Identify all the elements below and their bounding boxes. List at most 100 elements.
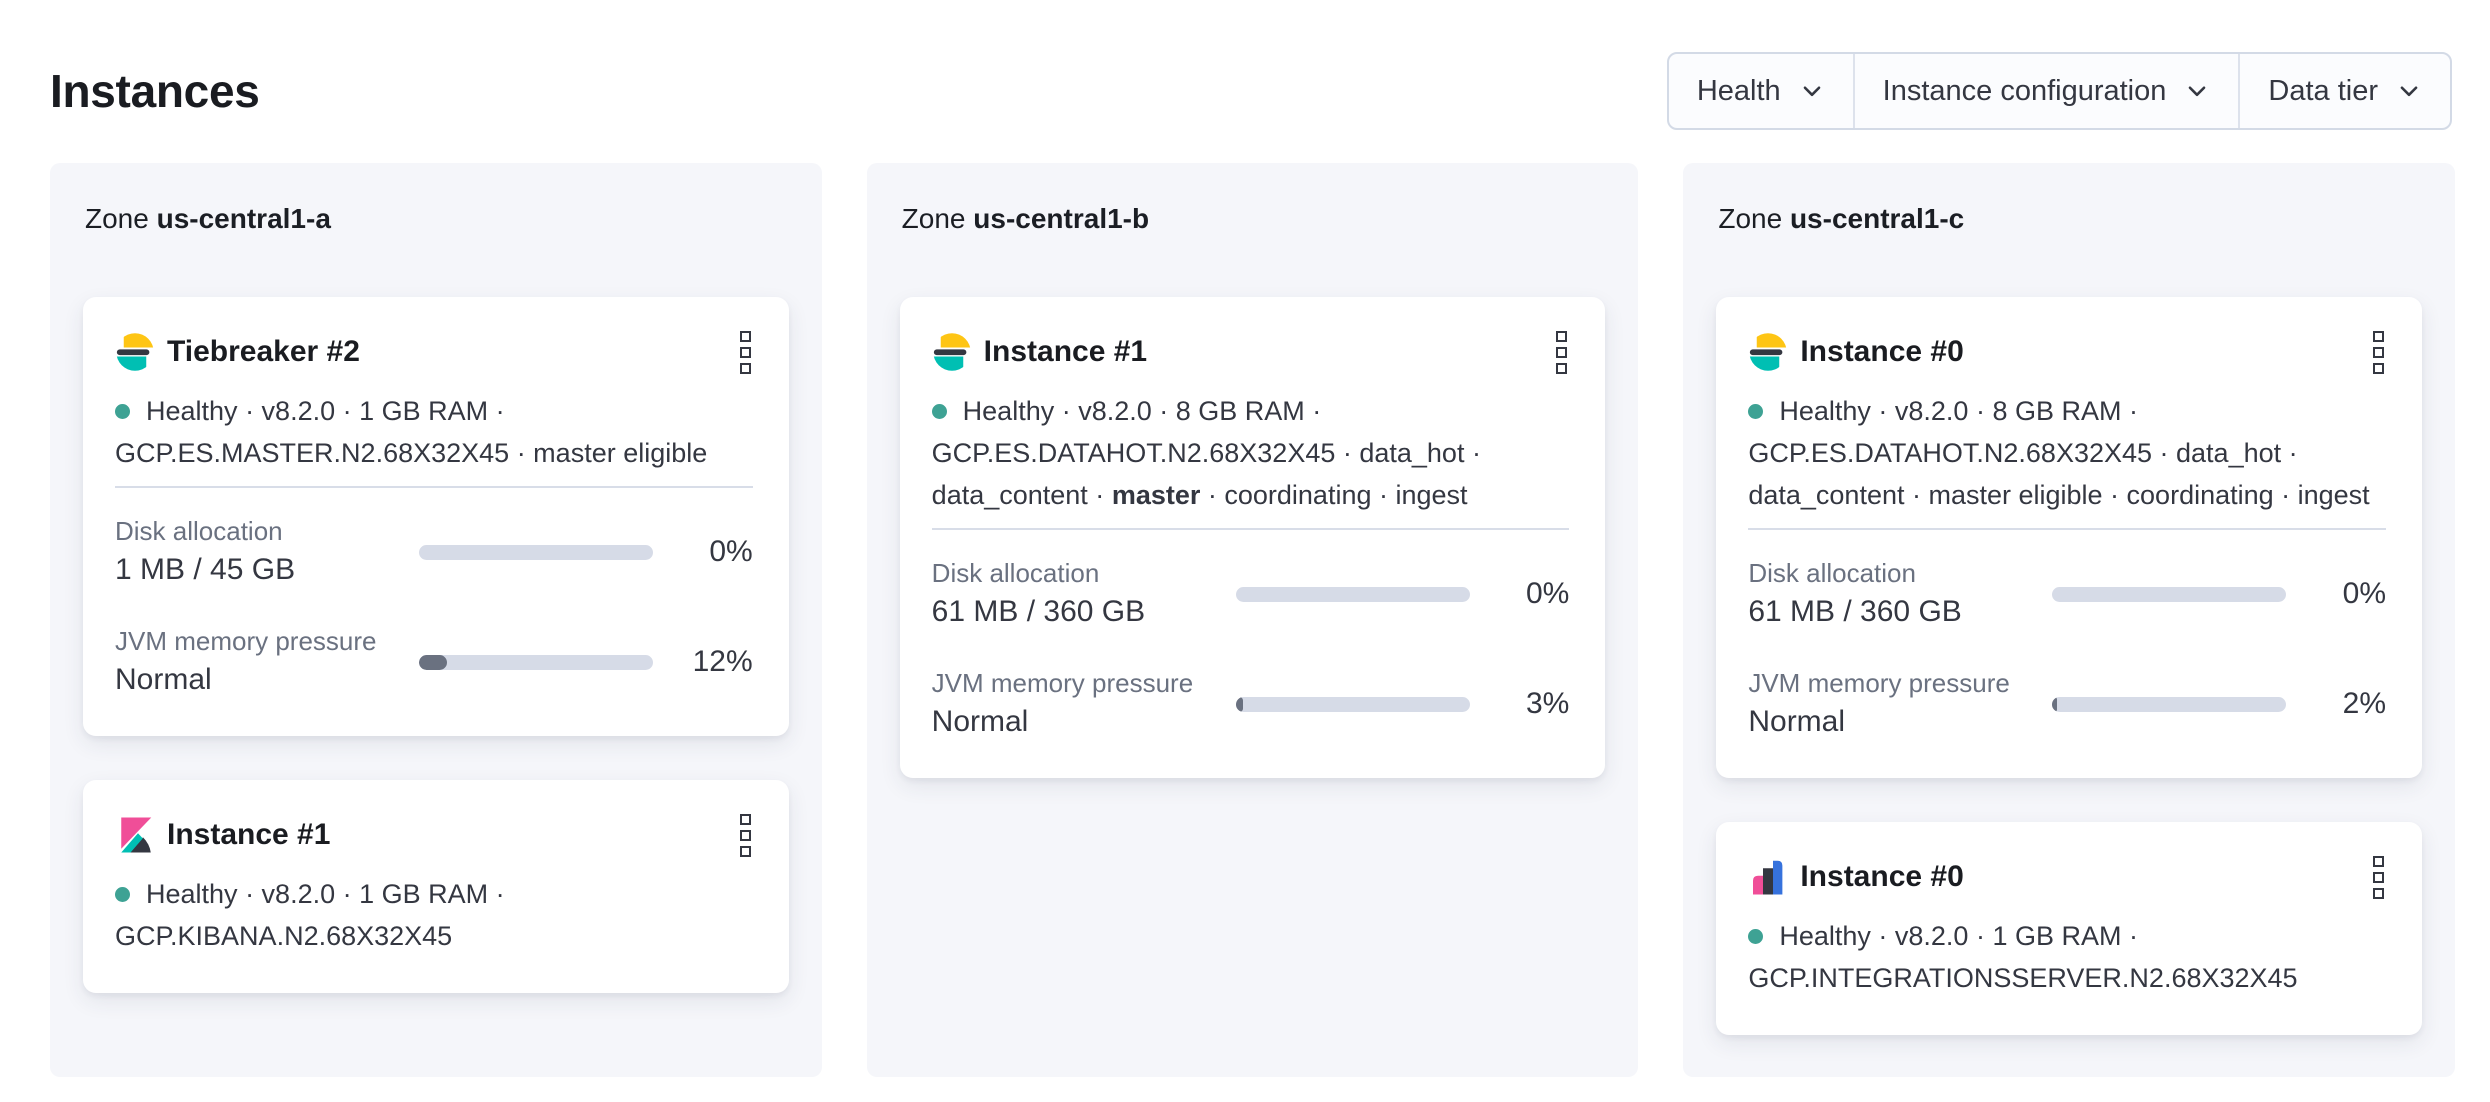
filter-instance-configuration-button[interactable]: Instance configuration [1852,54,2239,128]
instance-title: Instance #1 [167,817,331,851]
disk-allocation-row: Disk allocation 61 MB / 360 GB 0% [1748,556,2386,632]
metrics: Disk allocation 61 MB / 360 GB 0% JVM me… [1748,556,2386,742]
disk-allocation-row: Disk allocation 61 MB / 360 GB 0% [932,556,1570,632]
elasticsearch-logo-icon [116,332,154,371]
meta-configuration: GCP.ES.DATAHOT.N2.68X32X45 · data_hot · [931,438,1481,468]
health-status-text: Healthy [146,879,238,909]
jvm-memory-label: JVM memory pressure [931,668,1194,698]
kebab-menu-button[interactable] [2371,854,2386,901]
health-status-icon [1748,403,1764,419]
meta-configuration: GCP.INTEGRATIONSSERVER.N2.68X32X45 [1748,963,2298,993]
meta-version-ram: · v8.2.0 · 1 GB RAM · [245,396,505,426]
metrics: Disk allocation 61 MB / 360 GB 0% JVM me… [932,556,1570,742]
filter-group: Health Instance configuration Data tier [1666,52,2452,130]
card-header: Instance #0 [1748,852,2386,901]
jvm-memory-value: Normal [115,663,212,696]
instance-meta: Healthy · v8.2.0 · 8 GB RAM · GCP.ES.DAT… [1748,390,2386,516]
instance-card-kibana-1: Instance #1 Healthy · v8.2.0 · 1 GB RAM … [83,780,789,993]
jvm-memory-label: JVM memory pressure [1748,668,2010,698]
instance-meta: Healthy · v8.2.0 · 1 GB RAM · GCP.INTEGR… [1748,915,2386,999]
filter-data-tier-button[interactable]: Data tier [2238,54,2450,128]
meta-roles: data_content · master eligible · coordin… [1748,480,2370,510]
zone-label: Zone us-central1-a [85,201,789,237]
disk-progress-bar [2052,586,2287,602]
card-header: Tiebreaker #2 [115,327,753,376]
card-divider [115,486,753,488]
disk-allocation-row: Disk allocation 1 MB / 45 GB 0% [115,514,753,590]
health-status-icon [115,403,130,419]
disk-progress-bar [419,544,653,560]
zone-label-prefix: Zone [901,203,966,234]
kibana-logo-icon [121,817,152,852]
health-status-icon [1748,928,1764,944]
zone-label-prefix: Zone [1718,203,1783,234]
jvm-memory-row: JVM memory pressure Normal 3% [932,666,1570,742]
instance-meta: Healthy · v8.2.0 · 1 GB RAM · GCP.KIBANA… [115,873,753,957]
zone-name: us-central1-a [156,203,331,234]
zone-label-prefix: Zone [85,203,149,234]
health-status-icon [931,403,947,419]
instance-title: Tiebreaker #2 [167,334,360,368]
card-header: Instance #0 [1748,327,2386,376]
meta-version-ram: · v8.2.0 · 1 GB RAM · [1878,921,2138,951]
chevron-down-icon [2400,86,2418,97]
disk-allocation-value: 1 MB / 45 GB [115,553,296,586]
meta-roles: data_content · master · coordinating · i… [931,480,1468,510]
card-header: Instance #1 [932,327,1570,376]
filter-health-button[interactable]: Health [1669,54,1853,128]
kebab-menu-button[interactable] [1554,329,1569,376]
jvm-memory-label: JVM memory pressure [115,626,377,656]
disk-progress-bar [1235,586,1470,602]
jvm-progress-fill [419,654,448,670]
disk-percent: 0% [2342,577,2387,610]
zone-panel-us-central1-b: Zone us-central1-b Instance #1 [866,163,1639,1077]
chevron-down-icon [2189,86,2206,97]
page-title: Instances [50,65,260,117]
instance-card-integrations-0: Instance #0 Healthy · v8.2.0 · 1 GB RAM … [1716,822,2423,1035]
zone-label: Zone us-central1-c [1718,201,2422,237]
jvm-memory-value: Normal [1748,705,1846,738]
elasticsearch-logo-icon [932,332,971,371]
instance-card-tiebreaker-2: Tiebreaker #2 Healthy · v8.2.0 · 1 GB RA… [83,297,789,736]
instance-title: Instance #0 [1800,859,1964,893]
disk-allocation-label: Disk allocation [931,558,1100,588]
integrations-server-logo-icon [1753,860,1783,894]
disk-allocation-label: Disk allocation [115,516,283,546]
jvm-percent: 3% [1525,687,1570,720]
filter-health-label: Health [1696,74,1781,107]
chevron-down-icon [1803,86,1820,97]
health-status-text: Healthy [1779,921,1871,951]
jvm-progress-fill [1235,696,1243,712]
instance-meta: Healthy · v8.2.0 · 8 GB RAM · GCP.ES.DAT… [931,390,1570,516]
meta-version-ram: · v8.2.0 · 8 GB RAM · [1878,396,2138,426]
metrics: Disk allocation 1 MB / 45 GB 0% JVM memo… [115,514,753,700]
zone-label: Zone us-central1-b [902,201,1606,237]
jvm-percent: 2% [2342,687,2387,720]
disk-allocation-value: 61 MB / 360 GB [1748,595,1962,628]
jvm-progress-bar [2052,696,2287,712]
card-divider [931,528,1570,530]
disk-allocation-value: 61 MB / 360 GB [931,595,1146,628]
jvm-memory-row: JVM memory pressure Normal 12% [115,624,753,700]
kebab-menu-button[interactable] [738,329,753,376]
zone-panel-us-central1-a: Zone us-central1-a Tiebreaker #2 [50,163,822,1077]
meta-version-ram: · v8.2.0 · 8 GB RAM · [1061,396,1322,426]
health-status-text: Healthy [962,396,1055,426]
jvm-progress-bar [419,654,653,670]
health-status-text: Healthy [146,396,238,426]
jvm-progress-fill [2052,696,2058,712]
filter-instance-configuration-label: Instance configuration [1882,74,2167,107]
card-header: Instance #1 [115,810,753,859]
jvm-memory-value: Normal [931,705,1029,738]
jvm-progress-bar [1235,696,1470,712]
kebab-menu-button[interactable] [2371,329,2386,376]
zone-name: us-central1-c [1789,203,1965,234]
instance-card-es-0: Instance #0 Healthy · v8.2.0 · 8 GB RAM … [1716,297,2423,778]
meta-configuration: GCP.KIBANA.N2.68X32X45 [115,921,453,951]
disk-allocation-label: Disk allocation [1748,558,1916,588]
meta-configuration: GCP.ES.DATAHOT.N2.68X32X45 · data_hot · [1748,438,2298,468]
kebab-menu-button[interactable] [738,812,753,859]
meta-configuration: GCP.ES.MASTER.N2.68X32X45 · master eligi… [115,438,708,468]
instance-title: Instance #0 [1800,334,1964,368]
health-status-text: Healthy [1779,396,1871,426]
